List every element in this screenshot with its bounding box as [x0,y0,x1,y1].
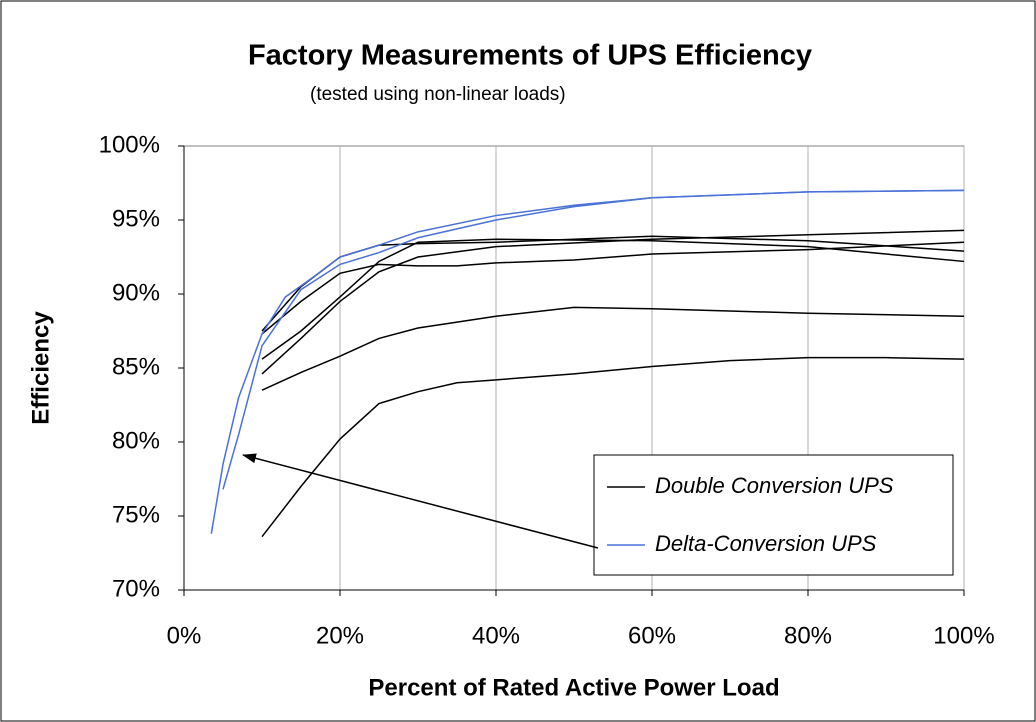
y-tick-label: 90% [112,279,160,306]
chart-subtitle: (tested using non-linear loads) [310,84,566,105]
x-tick-label: 40% [472,622,520,649]
x-tick-label: 80% [784,622,832,649]
y-tick-label: 70% [112,575,160,602]
series-line [261,238,965,360]
x-tick-label: 20% [316,622,364,649]
series-line [261,356,965,538]
y-tick-label: 95% [112,205,160,232]
annotation-arrow [242,453,599,549]
y-axis-label: Efficiency [27,311,54,425]
legend-label: Double Conversion UPS [655,473,894,498]
chart-title: Factory Measurements of UPS Efficiency [248,40,812,72]
y-tick-label: 80% [112,427,160,454]
y-tick-label: 75% [112,501,160,528]
legend-box [593,454,954,576]
x-tick-label: 100% [933,622,994,649]
legend-label: Delta-Conversion UPS [655,531,877,556]
series-line [261,241,965,335]
series-line [261,306,965,391]
x-axis-label: Percent of Rated Active Power Load [368,674,779,701]
series-line [222,189,965,490]
x-tick-label: 60% [628,622,676,649]
x-tick-label: 0% [167,622,202,649]
series-line [261,229,965,375]
y-tick-label: 100% [99,131,160,158]
y-tick-label: 85% [112,353,160,380]
